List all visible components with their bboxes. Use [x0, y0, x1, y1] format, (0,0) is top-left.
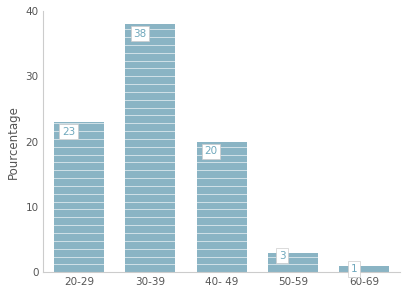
Text: 20: 20 — [204, 146, 218, 156]
Text: 1: 1 — [350, 264, 357, 274]
Bar — [54, 122, 104, 272]
Text: 23: 23 — [62, 127, 75, 137]
Bar — [125, 24, 175, 272]
Y-axis label: Pourcentage: Pourcentage — [7, 105, 20, 178]
Bar — [339, 266, 389, 272]
Bar — [197, 142, 247, 272]
Bar — [268, 253, 318, 272]
Text: 3: 3 — [279, 251, 286, 261]
Text: 38: 38 — [133, 29, 147, 39]
